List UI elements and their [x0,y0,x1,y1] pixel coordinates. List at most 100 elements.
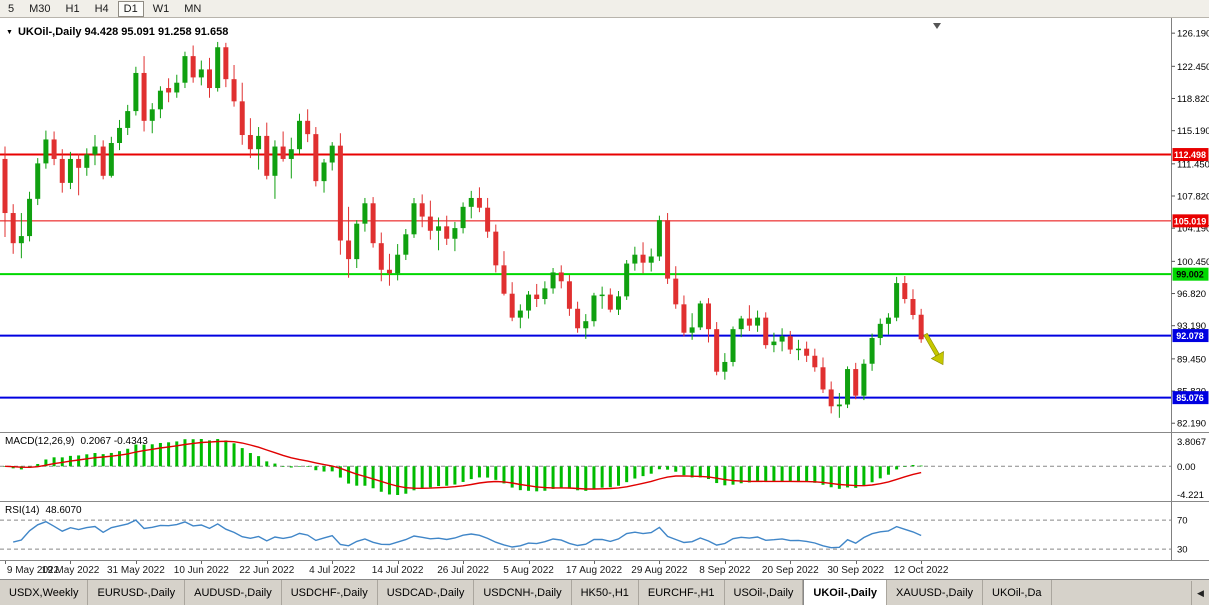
date-label: 30 Sep 2022 [827,565,885,576]
tab-eurchf-h1[interactable]: EURCHF-,H1 [638,580,725,605]
svg-text:107.820: 107.820 [1177,192,1209,203]
svg-text:92.078: 92.078 [1176,331,1204,341]
svg-text:118.820: 118.820 [1177,94,1209,105]
tab-audusd-daily[interactable]: AUDUSD-,Daily [185,580,282,605]
svg-text:96.820: 96.820 [1177,289,1206,300]
date-tick [790,561,792,564]
chart-title: ▼ UKOil-,Daily 94.428 95.091 91.258 91.6… [6,26,228,38]
svg-text:-4.221: -4.221 [1177,490,1204,501]
svg-text:115.190: 115.190 [1177,126,1209,137]
date-label: 5 Aug 2022 [503,565,554,576]
chart-title-text: UKOil-,Daily 94.428 95.091 91.258 91.658 [17,26,229,38]
macd-signal-line [4,440,922,490]
svg-text:126.190: 126.190 [1177,29,1209,40]
tab-scroll-left-button[interactable]: ◀ [1191,581,1209,605]
svg-text:93.190: 93.190 [1177,321,1206,332]
macd-histogram [3,439,923,495]
tab-ukoil-da[interactable]: UKOil-,Da [983,580,1052,605]
macd-axis-labels[interactable]: 3.8067 0.00 -4.221 [1177,437,1206,501]
rsi-value: 48.6070 [45,505,82,516]
date-label: 17 Aug 2022 [565,565,623,576]
svg-text:0.00: 0.00 [1177,462,1196,473]
rsi-label: RSI(14) 48.6070 [5,505,82,516]
date-label: 31 May 2022 [106,565,165,576]
horizontal-level-lines[interactable] [0,153,1172,399]
date-tick [332,561,334,564]
svg-text:105.019: 105.019 [1174,216,1207,226]
candlesticks [2,41,924,418]
symbol-tabbar: USDX,Weekly EURUSD-,Daily AUDUSD-,Daily USD… [0,579,1209,605]
timeframe-button-d1[interactable]: D1 [117,0,144,17]
rsi-panel[interactable]: 70 30 RSI(14) 48.6070 [0,501,1209,560]
tab-hk50-h1[interactable]: HK50-,H1 [571,580,639,605]
timeframe-button-m30[interactable]: M30 [29,2,51,15]
macd-chart[interactable]: 3.8067 0.00 -4.221 [0,433,1209,501]
svg-text:111.450: 111.450 [1177,159,1209,170]
chart-shift-marker-icon [933,23,941,29]
svg-text:99.002: 99.002 [1176,270,1204,280]
tab-usoil-daily[interactable]: USOil-,Daily [724,580,804,605]
timeframe-button-h4[interactable]: H4 [94,2,109,15]
tab-xauusd-daily[interactable]: XAUUSD-,Daily [887,580,984,605]
tab-usdchf-daily[interactable]: USDCHF-,Daily [281,580,378,605]
svg-text:89.450: 89.450 [1177,354,1206,365]
date-tick [463,561,465,564]
date-tick [528,561,530,564]
date-tick [921,561,923,564]
rsi-name: RSI(14) [5,505,40,516]
rsi-chart[interactable]: 70 30 [0,502,1209,560]
date-tick [593,561,595,564]
date-tick [70,561,72,564]
macd-panel[interactable]: 3.8067 0.00 -4.221 MACD(12,26,9) 0.2067 -0… [0,432,1209,501]
date-tick [659,561,661,564]
tab-eurusd-daily[interactable]: EURUSD-,Daily [88,580,186,605]
date-label: 4 Jul 2022 [309,565,356,576]
date-tick [135,561,137,564]
timeframe-button-5[interactable]: 5 [8,2,15,15]
date-label: 22 Jun 2022 [239,565,295,576]
svg-text:122.450: 122.450 [1177,62,1209,73]
tab-ukoil-daily[interactable]: UKOil-,Daily [803,580,887,605]
tab-usdcnh-daily[interactable]: USDCNH-,Daily [474,580,572,605]
svg-text:85.076: 85.076 [1176,393,1204,403]
tab-usdx-weekly[interactable]: USDX,Weekly [0,580,89,605]
svg-text:70: 70 [1177,516,1188,527]
svg-text:30: 30 [1177,545,1188,556]
date-tick [724,561,726,564]
date-label: 9 May 2022 [6,565,60,576]
date-label: 10 Jun 2022 [173,565,229,576]
chart-symbol-marker-icon: ▼ [6,28,13,36]
tab-usdcad-daily[interactable]: USDCAD-,Daily [377,580,475,605]
svg-text:3.8067: 3.8067 [1177,437,1206,448]
macd-values: 0.2067 -0.4343 [80,436,148,447]
scroll-left-icon: ◀ [1197,587,1204,598]
date-label: 12 Oct 2022 [893,565,949,576]
timeframe-button-h1[interactable]: H1 [65,2,80,15]
date-label: 8 Sep 2022 [699,565,751,576]
svg-text:112.498: 112.498 [1174,150,1206,160]
svg-text:82.190: 82.190 [1177,419,1206,430]
price-panel[interactable]: 126.190 122.450 118.820 115.190 111.450 107.8… [0,18,1209,432]
down-arrow-annotation[interactable] [919,331,949,368]
date-axis[interactable]: 9 May 2022 19 May 2022 31 May 2022 10 Jun 2… [0,560,1209,579]
date-tick [855,561,857,564]
macd-label: MACD(12,26,9) 0.2067 -0.4343 [5,436,148,447]
macd-name: MACD(12,26,9) [5,436,75,447]
svg-text:104.190: 104.190 [1177,224,1209,235]
price-axis-labels[interactable]: 126.190 122.450 118.820 115.190 111.450 107.8… [1171,29,1209,430]
price-level-tags: 112.498 105.019 99.002 92.078 85.076 [1172,148,1209,405]
date-tick [5,561,6,564]
date-label: 19 May 2022 [41,565,100,576]
price-chart[interactable]: 126.190 122.450 118.820 115.190 111.450 107.8… [0,18,1209,432]
date-tick [266,561,268,564]
svg-text:100.450: 100.450 [1177,257,1209,268]
date-label: 14 Jul 2022 [371,565,424,576]
date-label: 29 Aug 2022 [631,565,688,576]
timeframe-button-mn[interactable]: MN [184,2,202,15]
date-label: 20 Sep 2022 [761,565,819,576]
rsi-line [13,519,922,549]
date-tick [397,561,399,564]
timeframe-button-w1[interactable]: W1 [152,2,170,15]
date-tick [201,561,203,564]
